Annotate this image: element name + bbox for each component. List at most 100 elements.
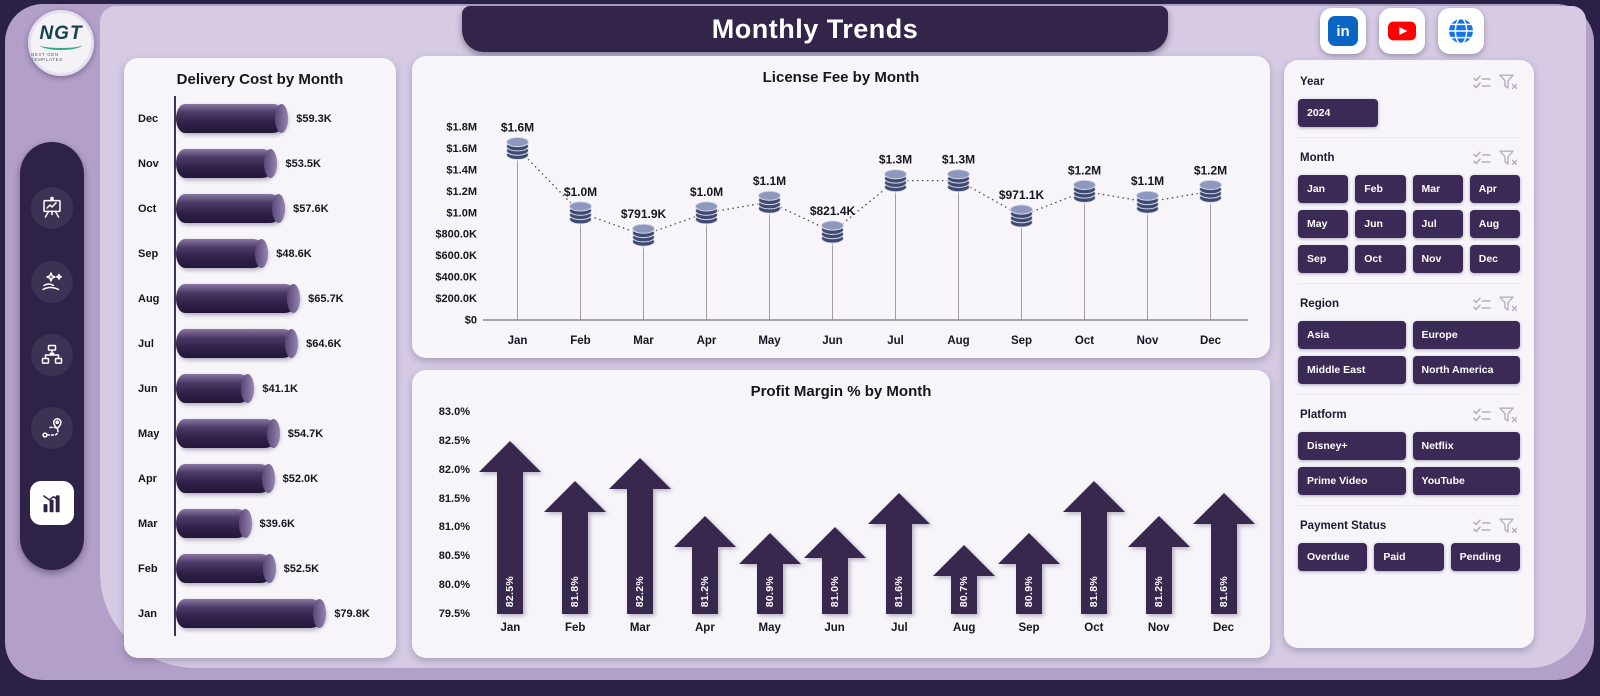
slicer-option-jul[interactable]: Jul [1412, 210, 1463, 238]
slicer-option-nov[interactable]: Nov [1412, 245, 1463, 273]
arrow-bar-mar[interactable]: 82.2% [609, 458, 672, 614]
arrow-bar-jun[interactable]: 81.0% [803, 527, 866, 614]
slicer-option-overdue[interactable]: Overdue [1298, 543, 1368, 571]
data-label: $1.0M [690, 185, 723, 199]
logo-text: NGT [39, 23, 83, 44]
coin-stack-marker[interactable] [1199, 179, 1222, 203]
arrow-head [544, 481, 607, 512]
bar-apr[interactable] [176, 464, 275, 493]
clear-filter-icon[interactable] [1499, 74, 1518, 90]
slicer-option-jun[interactable]: Jun [1355, 210, 1406, 238]
bar-cap [287, 284, 301, 313]
coin-stack-marker[interactable] [632, 223, 655, 247]
route-icon[interactable] [31, 407, 73, 450]
y-axis-label: $0 [465, 315, 477, 327]
arrow-bar-aug[interactable]: 80.7% [933, 545, 996, 614]
slicer-payment-status: Payment Status Overdue Paid Pending [1298, 505, 1520, 571]
clear-filter-icon[interactable] [1499, 296, 1518, 312]
x-axis-label: Sep [1011, 335, 1032, 347]
coin-stack-marker[interactable] [506, 136, 529, 161]
y-axis-label: 80.0% [438, 579, 470, 592]
slicer-option-apr[interactable]: Apr [1469, 175, 1520, 203]
bar-nov[interactable] [176, 149, 278, 178]
clear-filter-icon[interactable] [1499, 150, 1518, 166]
slicer-option-dec[interactable]: Dec [1469, 245, 1520, 273]
slicer-option-asia[interactable]: Asia [1298, 321, 1406, 349]
slicer-option-pending[interactable]: Pending [1450, 543, 1520, 571]
bar-jan[interactable] [176, 599, 327, 628]
slicer-option-paid[interactable]: Paid [1374, 543, 1444, 571]
bar-sep[interactable] [176, 239, 269, 268]
bar-cap [262, 554, 276, 583]
coin-stack-marker[interactable] [758, 190, 781, 214]
bar-dec[interactable] [176, 104, 289, 133]
bar-feb[interactable] [176, 554, 276, 583]
coin-stack-marker[interactable] [695, 201, 718, 225]
y-axis-label: Apr [138, 472, 157, 485]
presentation-icon[interactable] [31, 187, 73, 230]
arrow-shaft: 81.8% [1080, 512, 1107, 614]
license-fee-chart[interactable]: $0 $200.0K $400.0K $600.0K $800.0K $1.0M $1.2M… [422, 90, 1258, 358]
slicer-option-jan[interactable]: Jan [1298, 175, 1349, 203]
arrow-bar-oct[interactable]: 81.8% [1062, 481, 1125, 614]
coin-stack-marker[interactable] [821, 220, 844, 244]
arrow-bar-nov[interactable]: 81.2% [1127, 516, 1190, 614]
clear-filter-icon[interactable] [1499, 518, 1518, 534]
slicer-option-middle-east[interactable]: Middle East [1298, 356, 1406, 384]
arrow-bar-sep[interactable]: 80.9% [998, 533, 1061, 614]
y-axis-label: 80.5% [438, 550, 470, 563]
multi-select-icon[interactable] [1473, 75, 1491, 89]
youtube-icon[interactable] [1379, 8, 1425, 54]
bar-aug[interactable] [176, 284, 301, 313]
x-axis-label: Sep [1018, 622, 1040, 634]
arrow-bar-apr[interactable]: 81.2% [673, 516, 736, 614]
slicer-option-north-america[interactable]: North America [1412, 356, 1520, 384]
coin-stack-marker[interactable] [1010, 204, 1033, 228]
x-axis-label: Jun [822, 335, 842, 347]
coin-stack-marker[interactable] [569, 201, 592, 225]
arrow-bar-jul[interactable]: 81.6% [868, 493, 931, 614]
slicer-option-youtube[interactable]: YouTube [1412, 467, 1520, 495]
bar-chart-icon[interactable] [30, 480, 74, 525]
data-label: 81.2% [698, 575, 711, 607]
profit-column: 80.9% May [737, 412, 802, 640]
slicer-option-2024[interactable]: 2024 [1298, 99, 1378, 127]
multi-select-icon[interactable] [1473, 408, 1491, 422]
slicer-option-sep[interactable]: Sep [1298, 245, 1349, 273]
coin-stack-marker[interactable] [1136, 190, 1159, 214]
multi-select-icon[interactable] [1473, 519, 1491, 533]
bar-jun[interactable] [176, 374, 255, 403]
slicer-option-prime-video[interactable]: Prime Video [1298, 467, 1406, 495]
slicer-option-disney-[interactable]: Disney+ [1298, 432, 1406, 460]
arrow-bar-may[interactable]: 80.9% [738, 533, 801, 614]
multi-select-icon[interactable] [1473, 297, 1491, 311]
slicer-option-aug[interactable]: Aug [1469, 210, 1520, 238]
slicer-option-may[interactable]: May [1298, 210, 1349, 238]
bar-oct[interactable] [176, 194, 286, 223]
data-label: 81.2% [1152, 575, 1165, 607]
slicer-option-mar[interactable]: Mar [1412, 175, 1463, 203]
slicer-option-feb[interactable]: Feb [1355, 175, 1406, 203]
data-label: 80.9% [763, 575, 776, 607]
slicer-panel: Year 2024 Month Jan Feb Mar Apr M [1284, 60, 1534, 648]
bar-jul[interactable] [176, 329, 299, 358]
y-axis-label: $600.0K [435, 250, 477, 262]
slicer-option-europe[interactable]: Europe [1412, 321, 1520, 349]
multi-select-icon[interactable] [1473, 151, 1491, 165]
clear-filter-icon[interactable] [1499, 407, 1518, 423]
arrow-bar-dec[interactable]: 81.6% [1192, 493, 1255, 614]
arrow-bar-jan[interactable]: 82.5% [479, 441, 542, 614]
bar-may[interactable] [176, 419, 280, 448]
coin-stack-marker[interactable] [1073, 179, 1096, 203]
coin-stack-marker[interactable] [947, 169, 970, 193]
linkedin-icon[interactable]: in [1320, 8, 1366, 54]
coin-stack-marker[interactable] [884, 169, 907, 193]
logo-swoosh [40, 40, 82, 50]
bar-mar[interactable] [176, 509, 252, 538]
globe-icon[interactable] [1438, 8, 1484, 54]
hierarchy-icon[interactable] [31, 333, 73, 376]
arrow-bar-feb[interactable]: 81.8% [544, 481, 607, 614]
sparkles-icon[interactable] [31, 260, 73, 303]
slicer-option-oct[interactable]: Oct [1355, 245, 1406, 273]
slicer-option-netflix[interactable]: Netflix [1412, 432, 1520, 460]
